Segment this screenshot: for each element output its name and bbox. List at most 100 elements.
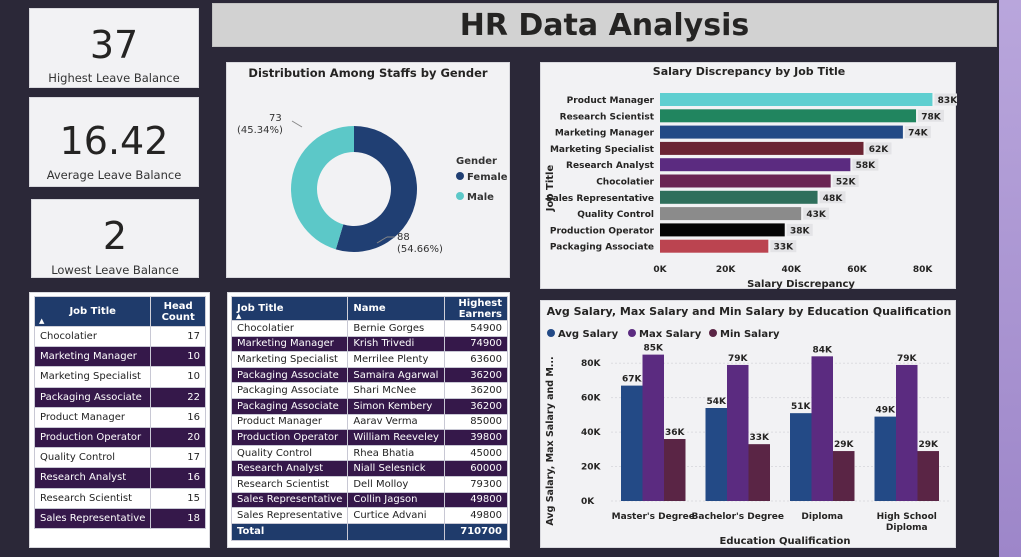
bar-avg-salary[interactable] <box>790 413 812 501</box>
cell-job-title: Marketing Manager <box>33 346 152 368</box>
cell-head-count: 16 <box>150 406 206 428</box>
table-row[interactable]: Research Scientist 15 <box>33 487 206 509</box>
cell-highest-earners: 54900 <box>443 320 509 337</box>
bar-chocolatier[interactable] <box>660 174 831 188</box>
bar-research-scientist[interactable] <box>660 109 917 123</box>
data-label: 79K <box>728 354 749 364</box>
column-header-head-count[interactable]: Head Count <box>150 296 206 327</box>
table-row[interactable]: Marketing Specialist Merrilee Plenty 63600 <box>230 351 509 368</box>
table-row[interactable]: Marketing Manager 10 <box>33 346 206 368</box>
cell-job-title: Production Operator <box>33 426 152 449</box>
table-row[interactable]: Quality Control 17 <box>33 447 206 469</box>
bar-min-salary[interactable] <box>748 444 771 501</box>
cell-highest-earners: 74900 <box>443 335 509 353</box>
bar-research-analyst[interactable] <box>660 158 851 172</box>
legend-marker <box>628 329 636 337</box>
kpi-label: Highest Leave Balance <box>48 71 180 85</box>
table-row[interactable]: Packaging Associate Shari McNee 36200 <box>230 382 509 399</box>
cell-job-title: Sales Representative <box>230 491 349 509</box>
donut-slice-female[interactable] <box>335 126 417 252</box>
column-header-highest-earners[interactable]: Highest Earners <box>443 296 509 321</box>
table-row[interactable]: Packaging Associate Simon Kembery 36200 <box>230 397 509 415</box>
table-row[interactable]: Production Operator William Reeveley 39800 <box>230 429 509 446</box>
y-tick-label: Chocolatier <box>596 178 654 188</box>
salary-discrepancy-card[interactable]: Salary Discrepancy by Job Title Job Titl… <box>540 62 957 290</box>
bar-production-operator[interactable] <box>660 223 785 237</box>
cell-name: Rhea Bhatia <box>347 444 445 462</box>
cell-name: Bernie Gorges <box>347 320 445 337</box>
bar-marketing-manager[interactable] <box>660 125 903 139</box>
data-label: 52K <box>836 178 857 188</box>
bar-sales-representative[interactable] <box>660 190 818 204</box>
table-row[interactable]: Product Manager Aarav Verma 85000 <box>230 413 509 431</box>
table-row[interactable]: Research Scientist Dell Molloy 79300 <box>230 475 509 493</box>
data-label: 33K <box>750 433 771 443</box>
cell-highest-earners: 85000 <box>443 413 509 431</box>
bar-marketing-specialist[interactable] <box>660 141 864 155</box>
cell-job-title: Research Scientist <box>33 487 152 509</box>
table-row[interactable]: Marketing Manager Krish Trivedi 74900 <box>230 335 509 353</box>
education-salary-card[interactable]: Avg Salary, Max Salary and Min Salary by… <box>540 300 956 548</box>
donut-slice-male[interactable] <box>291 126 354 250</box>
table-total-row: Total 710700 <box>230 522 509 541</box>
cell-name: Curtice Advani <box>347 507 445 524</box>
table-row[interactable]: Research Analyst Niall Selesnick 60000 <box>230 460 509 477</box>
bar-max-salary[interactable] <box>896 364 918 501</box>
bar-min-salary[interactable] <box>917 451 940 501</box>
cell-job-title: Sales Representative <box>230 507 349 524</box>
bar-avg-salary[interactable] <box>874 416 897 501</box>
table-row[interactable]: Chocolatier Bernie Gorges 54900 <box>230 320 509 337</box>
bar-packaging-associate[interactable] <box>660 239 769 253</box>
column-header-name[interactable]: Name <box>347 296 445 321</box>
highest-earners-table: Job Title ▲ Name Highest Earners Chocolat… <box>230 296 509 541</box>
bar-product-manager[interactable] <box>660 93 933 106</box>
bar-quality-control[interactable] <box>660 207 802 221</box>
table-row[interactable]: Research Analyst 16 <box>33 467 206 489</box>
legend-item-male[interactable]: Male <box>467 192 494 203</box>
table-row[interactable]: Packaging Associate 22 <box>33 386 206 408</box>
table-row[interactable]: Quality Control Rhea Bhatia 45000 <box>230 444 509 462</box>
data-label-bg <box>852 158 879 171</box>
background-edge <box>999 0 1021 557</box>
cell-job-title: Marketing Specialist <box>230 351 349 368</box>
earners-table-card: Job Title ▲ Name Highest Earners Chocolat… <box>227 292 510 548</box>
y-tick-label: Marketing Specialist <box>550 145 655 155</box>
column-header-job-title[interactable]: Job Title ▲ <box>33 296 152 327</box>
gender-donut-card[interactable]: Distribution Among Staffs by Gender 73 (… <box>226 62 510 278</box>
bar-avg-salary[interactable] <box>621 385 643 501</box>
data-label: 74K <box>908 129 929 139</box>
table-row[interactable]: Product Manager 16 <box>33 406 206 428</box>
data-label: 38K <box>790 226 811 236</box>
bar-avg-salary[interactable] <box>705 408 728 501</box>
data-label-bg <box>865 142 892 155</box>
table-row[interactable]: Production Operator 20 <box>33 426 206 449</box>
cell-highest-earners: 36200 <box>443 397 509 415</box>
cell-job-title: Packaging Associate <box>230 366 349 384</box>
cell-job-title: Marketing Manager <box>230 335 349 353</box>
table-row[interactable]: Marketing Specialist 10 <box>33 366 206 388</box>
legend-item-avg-salary[interactable]: Avg Salary <box>558 329 619 340</box>
legend-item-max-salary[interactable]: Max Salary <box>639 329 702 340</box>
bar-max-salary[interactable] <box>642 354 665 501</box>
headcount-table-card: Job Title ▲ Head Count Chocolatier 17 Marke… <box>29 292 210 548</box>
data-label: 58K <box>856 161 877 171</box>
legend-title: Gender <box>456 156 497 167</box>
table-row[interactable]: Sales Representative 18 <box>33 507 206 529</box>
sort-ascending-icon[interactable]: ▲ <box>39 317 45 325</box>
table-row[interactable]: Packaging Associate Samaira Agarwal 36200 <box>230 366 509 384</box>
data-label: 29K <box>919 440 940 450</box>
bar-max-salary[interactable] <box>727 364 749 501</box>
legend-item-min-salary[interactable]: Min Salary <box>720 329 780 340</box>
table-row[interactable]: Chocolatier 17 <box>33 325 206 348</box>
table-row[interactable]: Sales Representative Collin Jagson 49800 <box>230 491 509 509</box>
sort-ascending-icon[interactable]: ▲ <box>236 312 242 320</box>
data-label: 62K <box>869 145 890 155</box>
bar-min-salary[interactable] <box>664 439 686 501</box>
legend-item-female[interactable]: Female <box>467 172 508 183</box>
column-header-job-title[interactable]: Job Title ▲ <box>230 296 349 321</box>
table-row[interactable]: Sales Representative Curtice Advani 49800 <box>230 507 509 524</box>
cell-highest-earners: 60000 <box>443 460 509 477</box>
cell-job-title: Sales Representative <box>33 507 152 529</box>
bar-max-salary[interactable] <box>811 356 834 501</box>
bar-min-salary[interactable] <box>833 451 855 501</box>
